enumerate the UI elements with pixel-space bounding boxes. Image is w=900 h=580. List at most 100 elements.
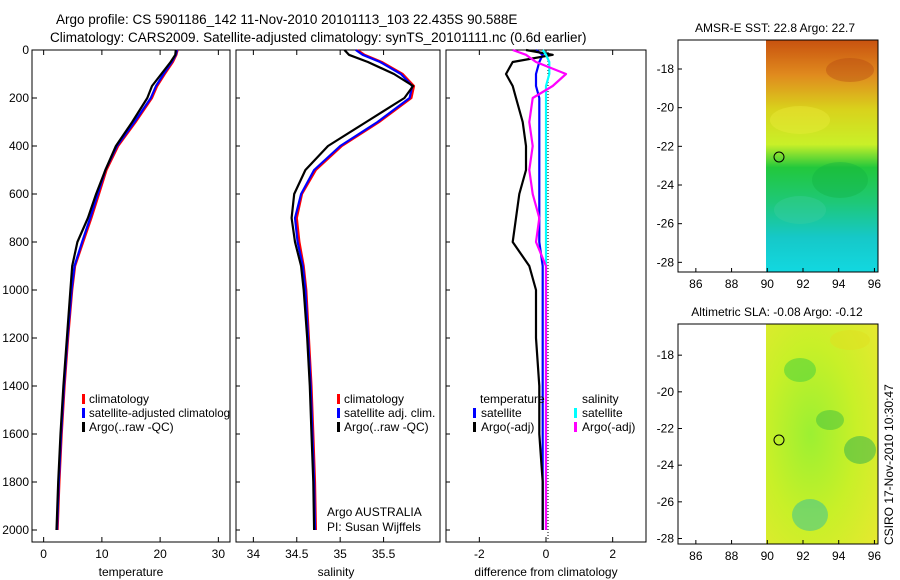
sla-map-title: Altimetric SLA: -0.08 Argo: -0.12 bbox=[691, 305, 863, 319]
legend-label-satellite: satellite adj. clim. bbox=[344, 406, 435, 420]
sla-blob bbox=[784, 358, 816, 382]
header-line1: Argo profile: CS 5901186_142 11-Nov-2010… bbox=[56, 12, 517, 27]
legend-swatch-sal-satellite bbox=[574, 408, 577, 418]
footer-stamp: CSIRO 17-Nov-2010 10:30:47 bbox=[882, 384, 896, 545]
temperature-xlabel: temperature bbox=[99, 565, 164, 579]
y-tick-label: 1400 bbox=[2, 379, 29, 393]
difference-ticks: -2 0 2 bbox=[446, 49, 616, 561]
series-line-temperature-satellite bbox=[534, 49, 544, 530]
y-tick-label: 600 bbox=[9, 187, 29, 201]
salinity-xlabel: salinity bbox=[318, 565, 355, 579]
difference-lines bbox=[504, 48, 568, 530]
legend-swatch-argo bbox=[337, 422, 340, 432]
sst-map-title: AMSR-E SST: 22.8 Argo: 22.7 bbox=[695, 21, 855, 35]
y-tick-label: 1600 bbox=[2, 427, 29, 441]
legend-temp-satellite: satellite bbox=[481, 406, 522, 420]
x-tick-label: -2 bbox=[474, 547, 485, 561]
x-tick-label: 35.5 bbox=[372, 547, 396, 561]
legend-label-argo: Argo(..raw -QC) bbox=[89, 420, 174, 434]
series-line-argo-raw-qc- bbox=[55, 49, 177, 531]
map-x-tick-label: 96 bbox=[868, 549, 882, 563]
temperature-legend: climatology satellite-adjusted climatolo… bbox=[82, 392, 230, 434]
map-x-tick-label: 96 bbox=[868, 277, 882, 291]
series-line-climatology bbox=[56, 49, 179, 531]
x-tick-label: 10 bbox=[95, 547, 109, 561]
map-y-tick-label: -22 bbox=[657, 139, 675, 153]
map-x-tick-label: 90 bbox=[761, 549, 775, 563]
series-line-climatology bbox=[295, 49, 416, 531]
map-y-tick-label: -18 bbox=[657, 62, 675, 76]
temperature-ticks: 0 10 20 30 0 200 400 600 800 1000 1200 1400 1600 1800… bbox=[2, 43, 225, 561]
legend-swatch-temp-satellite bbox=[473, 408, 476, 418]
sla-map-panel: Altimetric SLA: -0.08 Argo: -0.12 86 88 90… bbox=[657, 305, 882, 563]
y-tick-label: 1000 bbox=[2, 283, 29, 297]
sst-map-panel: AMSR-E SST: 22.8 Argo: 22.7 86 88 90 92 94 96… bbox=[657, 21, 882, 291]
sst-axes bbox=[677, 39, 879, 273]
map-y-tick-label: -28 bbox=[657, 255, 675, 269]
map-x-tick-label: 86 bbox=[689, 277, 703, 291]
sst-blob bbox=[812, 162, 868, 198]
map-y-tick-label: -24 bbox=[657, 178, 675, 192]
map-y-tick-label: -24 bbox=[657, 458, 675, 472]
series-line-salinity-argo-adj- bbox=[512, 48, 568, 530]
float-owner: Argo AUSTRALIA bbox=[327, 505, 422, 519]
float-pi: PI: Susan Wijffels bbox=[327, 520, 421, 534]
sla-blob bbox=[792, 499, 828, 531]
legend-swatch-argo bbox=[82, 422, 85, 432]
y-tick-label: 400 bbox=[9, 139, 29, 153]
float-position-marker bbox=[773, 434, 785, 446]
legend-temperature-title: temperature bbox=[480, 392, 545, 406]
map-x-tick-label: 92 bbox=[796, 549, 810, 563]
map-y-tick-label: -20 bbox=[657, 385, 675, 399]
map-y-tick-label: -18 bbox=[657, 348, 675, 362]
map-y-tick-label: -22 bbox=[657, 422, 675, 436]
legend-salinity-title: salinity bbox=[582, 392, 619, 406]
x-tick-label: 34.5 bbox=[285, 547, 309, 561]
salinity-panel: 34 34.5 35 35.5 salinity climatology satell… bbox=[235, 49, 441, 579]
sla-blob bbox=[830, 330, 870, 350]
y-tick-label: 800 bbox=[9, 235, 29, 249]
map-x-tick-label: 94 bbox=[832, 277, 846, 291]
sla-axes bbox=[677, 323, 879, 545]
series-line-satellite-adjusted-climatology bbox=[55, 49, 179, 531]
x-tick-label: 30 bbox=[212, 547, 226, 561]
x-tick-label: 34 bbox=[247, 547, 261, 561]
header-line2: Climatology: CARS2009. Satellite-adjuste… bbox=[50, 30, 587, 45]
difference-panel: -2 0 2 difference from climatology tempera… bbox=[445, 48, 647, 579]
x-tick-label: 0 bbox=[543, 547, 550, 561]
x-tick-label: 2 bbox=[609, 547, 616, 561]
x-tick-label: 20 bbox=[153, 547, 167, 561]
map-x-tick-label: 86 bbox=[689, 549, 703, 563]
legend-label-argo: Argo(..raw -QC) bbox=[344, 420, 429, 434]
salinity-ticks: 34 34.5 35 35.5 bbox=[236, 49, 396, 561]
legend-label-climatology: climatology bbox=[89, 392, 149, 406]
y-tick-label: 2000 bbox=[2, 523, 29, 537]
salinity-lines bbox=[290, 49, 416, 531]
series-line-temperature-argo-adj- bbox=[504, 48, 554, 530]
legend-swatch-climatology bbox=[337, 394, 340, 404]
map-y-tick-label: -26 bbox=[657, 495, 675, 509]
sla-blob bbox=[816, 410, 844, 430]
legend-swatch-climatology bbox=[82, 394, 85, 404]
x-tick-label: 35 bbox=[333, 547, 347, 561]
sla-texture bbox=[784, 330, 876, 531]
sst-blob bbox=[774, 196, 826, 224]
map-x-tick-label: 88 bbox=[725, 277, 739, 291]
map-y-tick-label: -20 bbox=[657, 101, 675, 115]
sst-blob bbox=[826, 58, 874, 82]
legend-swatch-satellite bbox=[82, 408, 85, 418]
legend-sal-satellite: satellite bbox=[582, 406, 623, 420]
y-tick-label: 1800 bbox=[2, 475, 29, 489]
y-tick-label: 1200 bbox=[2, 331, 29, 345]
sst-blob bbox=[770, 106, 830, 134]
map-x-tick-label: 90 bbox=[761, 277, 775, 291]
map-y-tick-label: -28 bbox=[657, 532, 675, 546]
legend-temp-argo: Argo(-adj) bbox=[481, 420, 534, 434]
sst-ticks: 86 88 90 92 94 96 -18 -20 -22 -24 -26 -28 bbox=[657, 62, 882, 291]
difference-legend: temperature satellite Argo(-adj) salinit… bbox=[473, 392, 635, 434]
float-position-marker bbox=[773, 151, 785, 163]
salinity-legend: climatology satellite adj. clim. Argo(..… bbox=[337, 392, 435, 434]
map-x-tick-label: 88 bbox=[725, 549, 739, 563]
map-x-tick-label: 92 bbox=[796, 277, 810, 291]
